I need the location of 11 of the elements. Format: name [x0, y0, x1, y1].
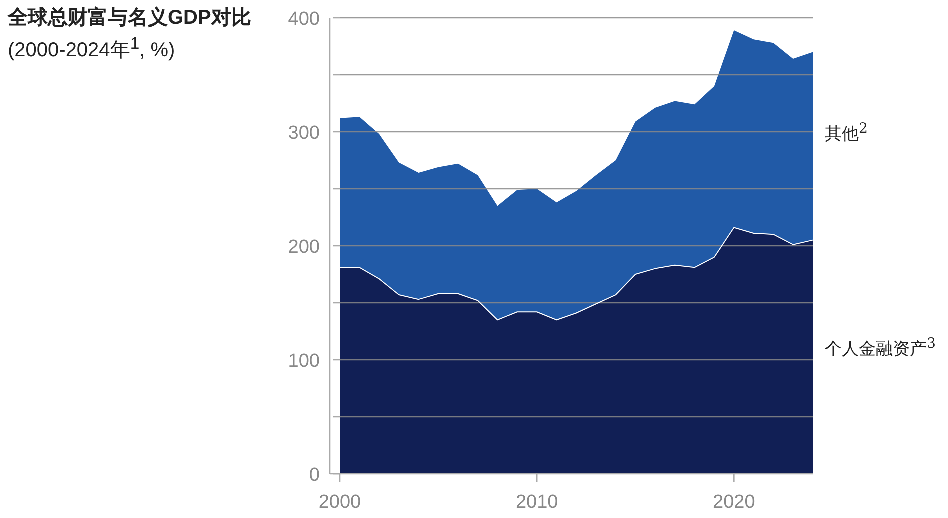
text: 全球总财富与名义GDP对比 (2000-2024年$^{1}$, %) — [8, 6, 252, 64]
x-tick-label: 2010 — [516, 492, 558, 513]
y-tick-label: 400 — [288, 9, 320, 30]
y-tick-label: 100 — [288, 351, 320, 372]
y-tick-label: 200 — [288, 237, 320, 258]
y-tick-label: 300 — [288, 123, 320, 144]
series-label: 个人金融资产$^{3}$ — [825, 335, 936, 361]
x-tick-label: 2020 — [713, 492, 756, 513]
x-tick-label: 2000 — [318, 492, 362, 513]
y-tick-label: 0 — [309, 465, 320, 486]
series-label: 其他$^{2}$ — [825, 120, 868, 146]
